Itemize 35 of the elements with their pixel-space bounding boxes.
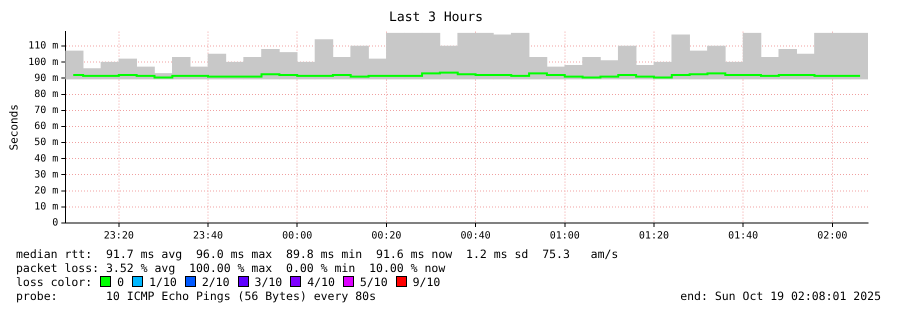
legend-label: 1/10 <box>149 275 177 289</box>
x-tick-label: 01:00 <box>550 230 580 242</box>
y-tick-label: 0 <box>52 218 58 229</box>
y-tick-label: 80 m <box>34 88 58 100</box>
x-tick-label: 23:40 <box>192 230 224 242</box>
chart-title: Last 3 Hours <box>389 10 483 26</box>
legend-title: loss color: <box>16 275 92 289</box>
y-tick-label: 40 m <box>34 153 58 164</box>
y-tick-label: 10 m <box>34 202 58 213</box>
text: median rtt: 91.7 ms avg 96.0 ms max 89.8 ms min 91.6 ms now 1.2 ms sd 75.3 am/s <box>16 247 618 261</box>
text: end: Sun Oct 19 02:08:01 2025 <box>680 289 881 303</box>
legend-label: 4/10 <box>307 275 335 289</box>
text: packet loss: 3.52 % avg 100.00 % max 0.00 % min 10.00 % now <box>16 261 446 275</box>
y-axis-title: Seconds <box>7 104 20 150</box>
x-tick-label: 00:40 <box>460 230 491 242</box>
x-tick-label: 23:20 <box>104 230 134 242</box>
x-tick-label: 00:20 <box>371 230 402 242</box>
y-tick-label: 20 m <box>34 185 58 196</box>
text: probe: 10 ICMP Echo Pings (56 Bytes) every 80s <box>16 289 376 303</box>
legend-label: 9/10 <box>412 275 440 289</box>
y-tick-label: 30 m <box>34 169 58 180</box>
legend-label: 2/10 <box>202 275 230 289</box>
x-tick-label: 00:00 <box>282 230 312 242</box>
x-tick-label: 01:40 <box>728 230 758 242</box>
y-tick-label: 70 m <box>34 105 58 116</box>
x-tick-label: 02:00 <box>817 230 848 242</box>
legend-label: 5/10 <box>360 275 388 289</box>
legend-label: 0 <box>117 275 124 289</box>
y-tick-label: 60 m <box>34 121 58 132</box>
x-tick-label: 01:20 <box>638 230 669 242</box>
y-tick-label: 50 m <box>34 137 58 148</box>
y-tick-label: 90 m <box>34 72 58 84</box>
y-tick-label: 110 m <box>28 40 58 52</box>
legend-label: 3/10 <box>254 275 282 289</box>
y-tick-label: 100 m <box>28 56 58 68</box>
